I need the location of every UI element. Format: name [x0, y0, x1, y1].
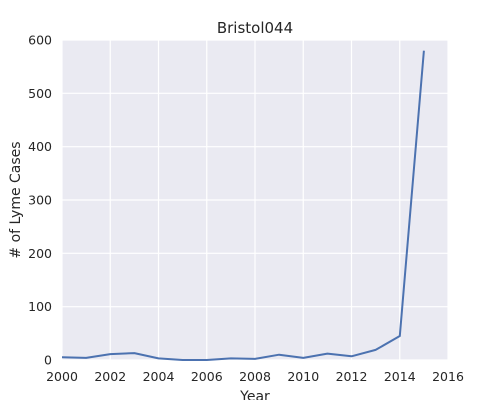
- y-tick-label: 0: [44, 353, 52, 368]
- x-tick-label: 2016: [432, 369, 464, 384]
- x-tick-label: 2000: [46, 369, 78, 384]
- x-axis-label: Year: [239, 389, 270, 400]
- tick-labels: 2000 2002 2004 2006 2008 2010 2012 2014 2016 0 100…: [28, 33, 464, 385]
- x-tick-label: 2004: [143, 369, 175, 384]
- y-tick-label: 100: [28, 299, 52, 314]
- x-tick-label: 2010: [287, 369, 319, 384]
- grid-lines: [61, 39, 449, 361]
- series-lines: [61, 50, 425, 361]
- x-tick-label: 2014: [384, 369, 416, 384]
- x-tick-label: 2012: [336, 369, 368, 384]
- y-tick-label: 400: [28, 139, 52, 154]
- x-tick-label: 2006: [191, 369, 223, 384]
- y-tick-label: 300: [28, 193, 52, 208]
- y-tick-label: 500: [28, 86, 52, 101]
- y-axis-label: # of Lyme Cases: [8, 141, 24, 258]
- series-line: [61, 50, 425, 361]
- x-tick-label: 2008: [239, 369, 271, 384]
- chart-title: Bristol044: [217, 19, 293, 37]
- x-tick-label: 2002: [94, 369, 126, 384]
- y-tick-label: 600: [28, 33, 52, 48]
- y-tick-label: 200: [28, 246, 52, 261]
